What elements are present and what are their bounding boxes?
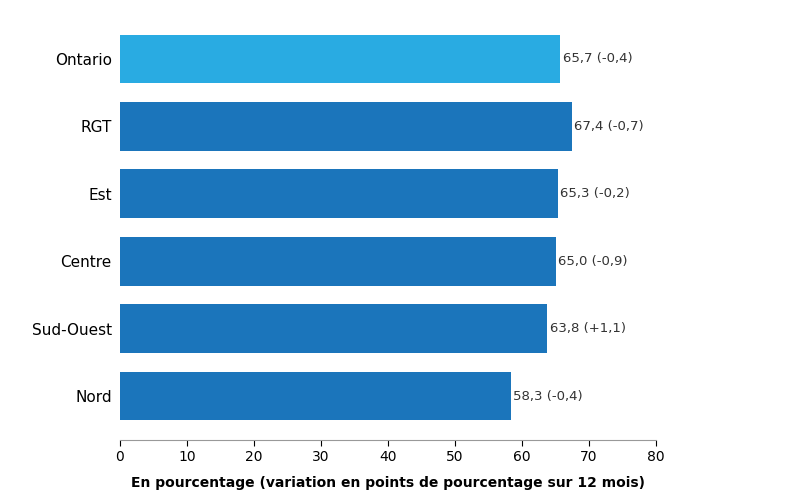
Text: 65,3 (-0,2): 65,3 (-0,2) <box>560 188 630 200</box>
Text: 67,4 (-0,7): 67,4 (-0,7) <box>574 120 644 133</box>
Text: 63,8 (+1,1): 63,8 (+1,1) <box>550 322 626 335</box>
Bar <box>120 372 510 420</box>
Bar <box>120 170 558 218</box>
Text: 58,3 (-0,4): 58,3 (-0,4) <box>514 390 583 402</box>
Text: 65,0 (-0,9): 65,0 (-0,9) <box>558 254 628 268</box>
Bar <box>120 237 555 286</box>
Text: 65,7 (-0,4): 65,7 (-0,4) <box>563 52 633 66</box>
Bar <box>120 34 560 83</box>
Bar <box>120 304 547 353</box>
Bar <box>120 102 571 150</box>
X-axis label: En pourcentage (variation en points de pourcentage sur 12 mois): En pourcentage (variation en points de p… <box>131 476 645 490</box>
